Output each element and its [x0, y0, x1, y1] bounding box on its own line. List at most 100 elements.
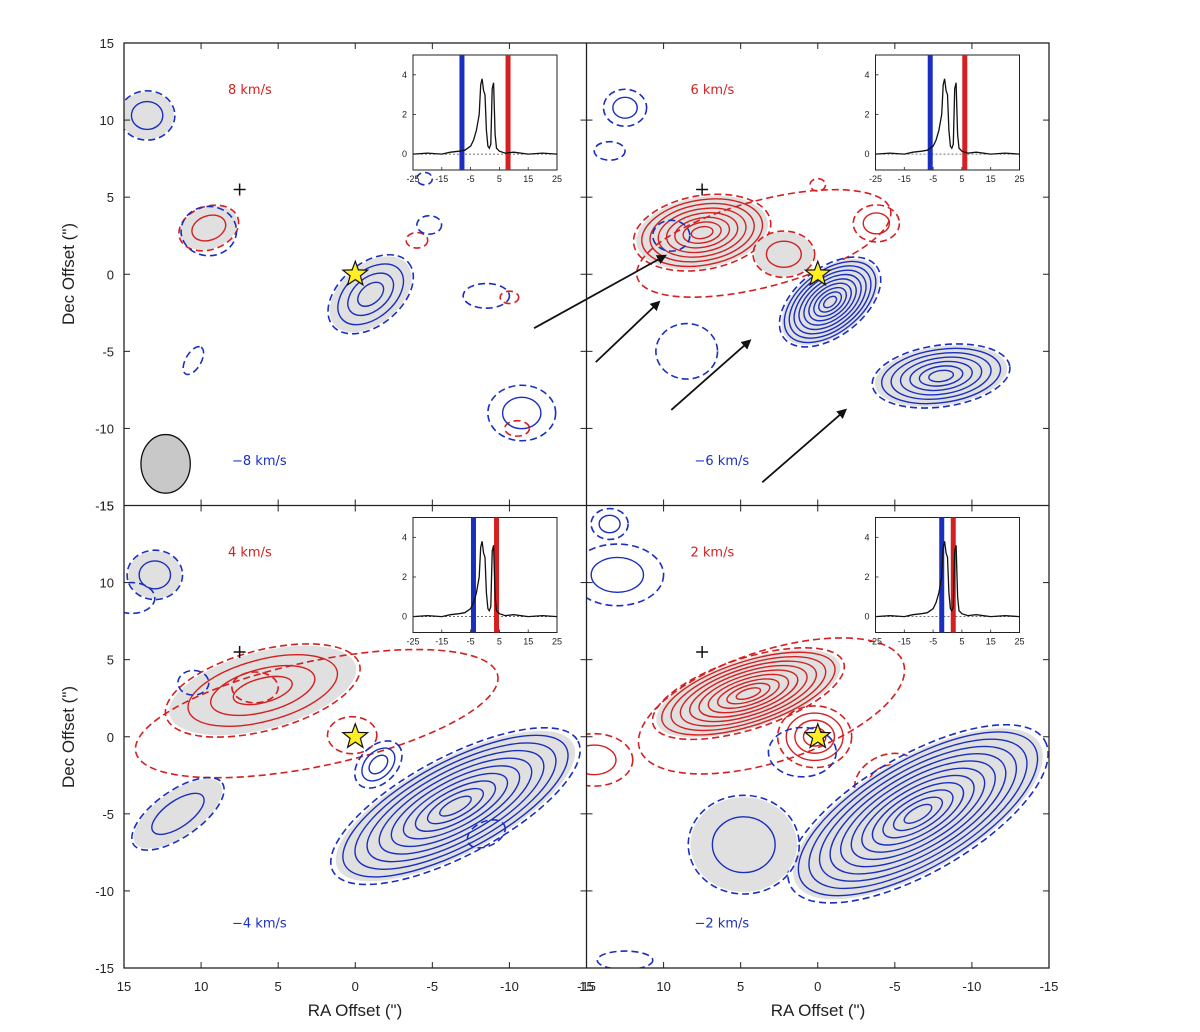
red-emission-fill: [180, 206, 238, 250]
blue-contour: [598, 514, 621, 534]
red-contour-dashed: [164, 643, 361, 738]
blue-contour: [899, 356, 983, 396]
inset-y-tick-label: 0: [402, 149, 407, 159]
red-contour: [641, 198, 764, 268]
red-contour-dashed: [752, 230, 816, 279]
x-tick-label: -10: [963, 979, 982, 994]
cross-marker: [233, 183, 246, 196]
y-tick-label: -10: [95, 421, 114, 436]
red-contour: [670, 655, 827, 732]
inset-x-tick-label: -15: [898, 174, 911, 184]
red-velocity-label: 2 km/s: [691, 546, 735, 561]
blue-contour: [822, 295, 838, 309]
blue-contour: [414, 780, 497, 832]
inset-blue-band: [927, 55, 933, 170]
inset-x-tick-label: -25: [406, 174, 419, 184]
inset-y-tick-label: 0: [864, 612, 869, 622]
x-tick-label: -5: [427, 979, 439, 994]
red-contour: [187, 654, 339, 727]
blue-emission-fill: [124, 91, 174, 140]
red-contour: [862, 212, 891, 235]
blue-contour: [402, 772, 509, 840]
blue-contour-dashed: [586, 543, 665, 607]
blue-contour-dashed: [596, 950, 654, 968]
x-tick-label: 0: [814, 979, 821, 994]
blue-contour-dashed: [462, 282, 511, 309]
x-tick-label: -15: [1040, 979, 1059, 994]
red-velocity-label: 6 km/s: [691, 83, 735, 98]
blue-contour: [797, 731, 1039, 897]
x-axis-label-left: RA Offset ("): [308, 1001, 403, 1020]
blue-contour-dashed: [353, 740, 403, 789]
red-contour: [649, 202, 755, 263]
blue-contour: [366, 749, 545, 863]
x-tick-label: -15: [577, 979, 596, 994]
red-velocity-label: 8 km/s: [228, 83, 272, 98]
inset-frame: [875, 54, 1020, 171]
blue-contour: [368, 754, 389, 775]
blue-contour-dashed: [182, 345, 205, 376]
inset-y-tick-label: 2: [864, 109, 869, 119]
red-contour-dashed: [776, 705, 853, 769]
blue-velocity-label: −4 km/s: [232, 917, 287, 932]
inset-x-tick-label: 15: [986, 174, 996, 184]
inset-frame: [412, 517, 558, 633]
red-contour: [191, 214, 227, 242]
blue-velocity-label: −2 km/s: [695, 917, 750, 932]
blue-contour-dashed: [416, 171, 434, 186]
y-tick-label: 15: [100, 36, 114, 51]
blue-contour-dashed: [687, 794, 801, 895]
panel-4: 2 km/s −2 km/s -25 -15 -5 5 15 25 0 2 4: [586, 507, 1049, 968]
outflow-arrow: [670, 339, 752, 411]
blue-contour-dashed: [126, 549, 184, 601]
blue-emission-fill: [133, 778, 223, 849]
x-tick-label: -5: [889, 979, 901, 994]
y-axis-label-bottom: Dec Offset ("): [59, 686, 78, 788]
blue-contour: [813, 286, 848, 318]
y-tick-label: 0: [107, 730, 114, 745]
inset-y-tick-label: 0: [864, 149, 869, 159]
blue-contour-dashed: [329, 726, 581, 886]
red-contour: [707, 673, 790, 714]
red-contour-dashed: [231, 671, 279, 704]
outflow-arrow: [533, 254, 667, 329]
red-contour-dashed: [499, 290, 520, 305]
cross-marker: [696, 645, 709, 658]
blue-contour-dashed: [177, 669, 210, 696]
inset-x-tick-label: -25: [869, 637, 882, 647]
blue-contour: [803, 278, 857, 326]
red-contour: [716, 678, 780, 709]
blue-contour-dashed: [786, 723, 1049, 904]
inset-spectrum-line: [412, 78, 558, 155]
inset-x-tick-label: -25: [406, 637, 419, 647]
inset-x-tick-label: 25: [1014, 637, 1024, 647]
blue-contour: [711, 816, 776, 874]
inset-spectrum: -25 -15 -5 5 15 25 0 2 4: [402, 517, 562, 647]
inset-x-tick-label: -5: [929, 637, 937, 647]
blue-contour: [808, 282, 852, 322]
inset-y-tick-label: 2: [402, 109, 407, 119]
cross-marker: [233, 645, 246, 658]
blue-contour: [612, 96, 638, 119]
blue-velocity-label: −6 km/s: [695, 454, 750, 469]
blue-contour: [357, 281, 385, 307]
blue-contour-dashed: [131, 776, 225, 851]
star-marker: [341, 722, 370, 749]
inset-spectrum: -25 -15 -5 5 15 25 0 2 4: [864, 54, 1025, 184]
blue-contour-dashed: [590, 507, 629, 541]
inset-y-tick-label: 4: [864, 70, 869, 80]
inset-red-band: [950, 517, 956, 633]
blue-contour: [903, 803, 933, 824]
contour-group: [124, 89, 557, 442]
blue-contour: [390, 765, 521, 848]
blue-contour: [342, 734, 569, 878]
red-contour: [688, 664, 808, 723]
red-contour: [726, 682, 771, 705]
red-contour: [232, 675, 293, 706]
x-tick-label: 5: [275, 979, 282, 994]
red-contour-dashed: [632, 193, 772, 272]
y-tick-label: 10: [100, 113, 114, 128]
red-contour-dashed: [326, 715, 378, 755]
panel-1: 8 km/s −8 km/s -25 -15 -5 5 15 25 0 2 4: [124, 54, 562, 494]
